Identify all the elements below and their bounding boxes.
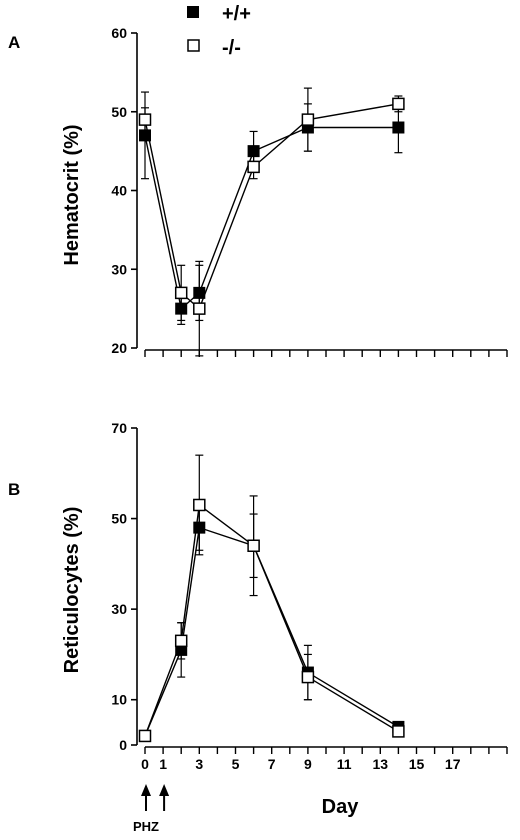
- y-axis-label-b: Reticulocytes (%): [61, 507, 83, 674]
- y-tick-label: 30: [111, 261, 127, 277]
- data-point-open: [138, 113, 152, 126]
- series-line: [144, 103, 399, 310]
- legend: +/+ -/-: [187, 3, 251, 59]
- data-point-open: [174, 634, 188, 648]
- x-tick-label: 7: [268, 756, 276, 772]
- series-line: [144, 503, 399, 737]
- legend-marker-filled: [187, 6, 199, 18]
- data-point-open: [301, 113, 315, 126]
- y-tick-label: 40: [111, 183, 127, 199]
- panel-label-a: A: [8, 33, 20, 52]
- x-tick-label: 11: [337, 756, 352, 772]
- x-tick-label: 5: [232, 756, 240, 772]
- data-point-filled: [247, 145, 260, 158]
- phz-arrow-head: [159, 784, 170, 796]
- data-point-filled: [139, 129, 151, 142]
- y-axis-label-a: Hematocrit (%): [61, 124, 83, 265]
- data-point-filled: [175, 302, 188, 315]
- panel-a: A Hematocrit (%) 20 30 40 50 60: [8, 25, 508, 357]
- data-point-open: [247, 160, 260, 174]
- x-tick-label: 17: [445, 756, 461, 772]
- legend-marker-open: [187, 39, 200, 52]
- data-point-filled: [193, 286, 206, 299]
- y-tick-label: 50: [111, 104, 127, 120]
- data-point-open: [247, 539, 260, 552]
- x-tick-label: 3: [195, 756, 203, 772]
- data-point-open: [392, 725, 405, 738]
- data-point-open: [301, 670, 315, 684]
- data-point-filled: [392, 121, 405, 134]
- x-tick-label: 0: [141, 756, 149, 772]
- legend-label-knockout: -/-: [222, 37, 241, 59]
- data-point-open: [174, 286, 188, 300]
- x-tick-label: 1: [159, 756, 167, 772]
- data-point-open: [193, 302, 206, 315]
- y-tick-label: 10: [111, 692, 127, 708]
- x-tick-label: 9: [304, 756, 312, 772]
- data-point-open: [138, 729, 152, 743]
- legend-label-wildtype: +/+: [222, 3, 251, 25]
- y-tick-label: 70: [111, 420, 127, 436]
- x-tick-label: 15: [409, 756, 425, 772]
- y-tick-label: 50: [111, 511, 127, 527]
- phz-arrow-head: [141, 784, 151, 796]
- series-line: [144, 526, 399, 737]
- y-tick-label: 60: [111, 25, 127, 41]
- data-point-filled: [193, 521, 206, 534]
- y-tick-label: 30: [111, 601, 127, 617]
- data-point-open: [392, 97, 405, 111]
- y-tick-label: 20: [111, 340, 127, 356]
- series-line: [144, 126, 399, 310]
- phz-annotation: PHZ: [133, 784, 170, 834]
- x-tick-label: 13: [373, 756, 389, 772]
- x-axis-label: Day: [322, 796, 360, 818]
- y-tick-label: 0: [119, 737, 127, 753]
- data-point-open: [193, 498, 206, 512]
- panel-label-b: B: [8, 480, 20, 499]
- phz-label: PHZ: [133, 819, 159, 834]
